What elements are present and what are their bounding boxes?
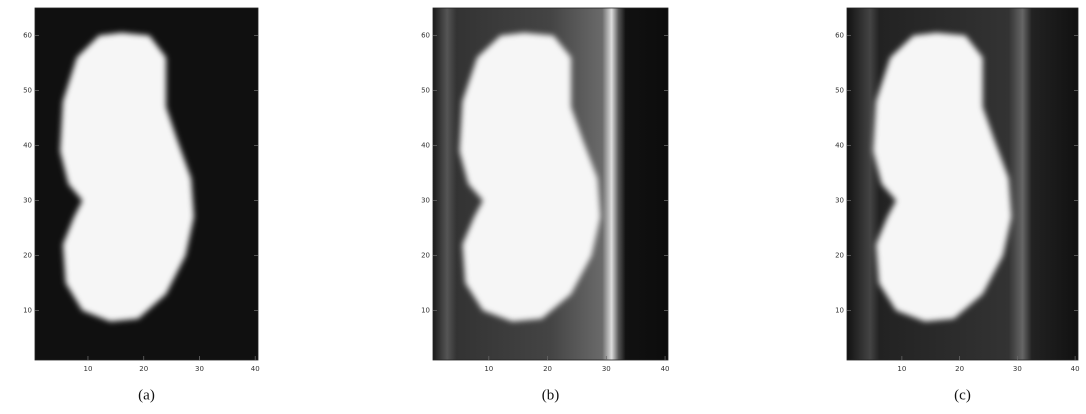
x-tick-label: 30: [1013, 365, 1022, 373]
x-tick-label: 30: [195, 365, 204, 373]
y-tick-label: 60: [835, 32, 844, 40]
caption: (b): [542, 387, 560, 403]
x-tick-label: 10: [484, 365, 493, 373]
y-tick-label: 20: [421, 252, 430, 260]
y-tick-label: 30: [421, 197, 430, 205]
y-tick-label: 40: [835, 142, 844, 150]
figure: 10 20 30 40 10 20 30 40 50 60 (a) 10 20 30 40 10 20 30 40 5…: [0, 0, 1086, 414]
x-tick-label: 20: [543, 365, 552, 373]
y-tick-label: 60: [421, 32, 430, 40]
y-tick-label: 10: [835, 307, 844, 315]
x-tick-label: 10: [84, 365, 93, 373]
y-tick-label: 20: [835, 252, 844, 260]
y-tick-label: 10: [421, 307, 430, 315]
x-tick-label: 30: [602, 365, 611, 373]
y-tick-label: 50: [421, 87, 430, 95]
x-tick-label: 20: [955, 365, 964, 373]
y-tick-label: 50: [23, 87, 32, 95]
y-tick-label: 20: [23, 252, 32, 260]
x-tick-label: 40: [1071, 365, 1080, 373]
x-tick-label: 40: [251, 365, 260, 373]
caption: (a): [138, 387, 155, 403]
y-tick-label: 30: [835, 197, 844, 205]
x-tick-label: 10: [897, 365, 906, 373]
y-tick-label: 40: [23, 142, 32, 150]
caption: (c): [954, 387, 971, 403]
x-tick-label: 40: [661, 365, 670, 373]
y-tick-label: 30: [23, 197, 32, 205]
y-tick-label: 60: [23, 32, 32, 40]
y-tick-label: 10: [23, 307, 32, 315]
y-tick-label: 50: [835, 87, 844, 95]
y-tick-label: 40: [421, 142, 430, 150]
x-tick-label: 20: [139, 365, 148, 373]
